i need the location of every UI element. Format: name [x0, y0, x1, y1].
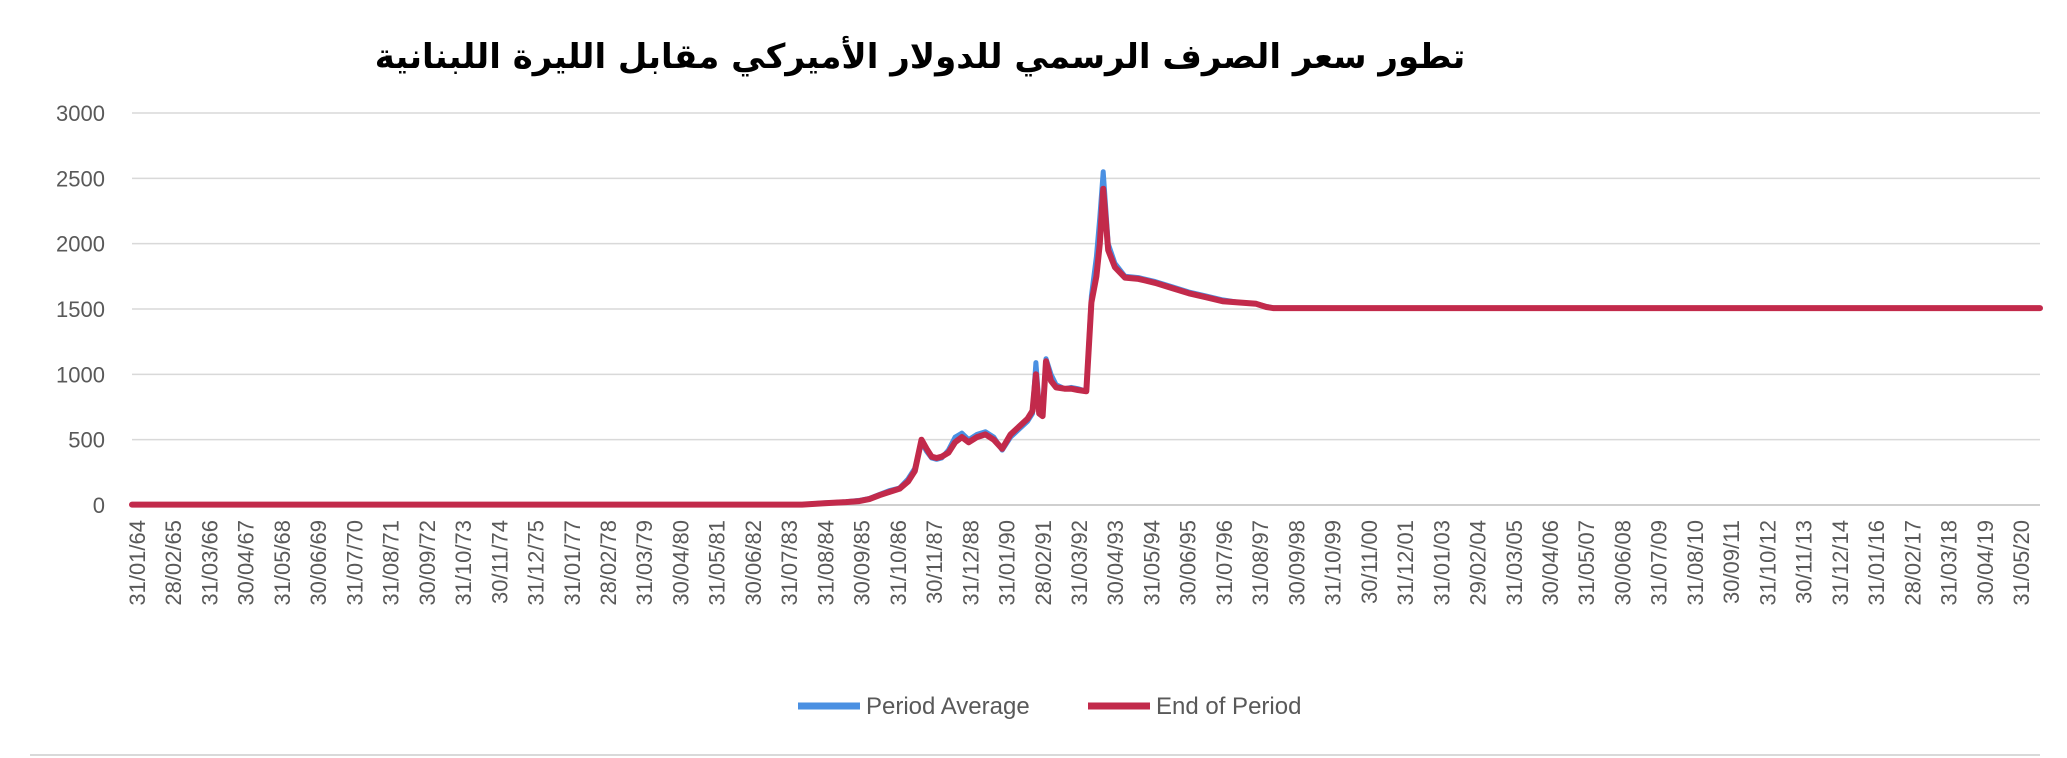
x-tick-label: 30/11/13	[1792, 520, 1817, 604]
x-tick-label: 31/10/12	[1755, 520, 1780, 606]
series-line-end-of-period	[129, 185, 2043, 508]
series-line-period-average	[129, 169, 2043, 508]
chart-title: تطور سعر الصرف الرسمي للدولار الأميركي م…	[375, 35, 1465, 77]
x-tick-label: 31/10/86	[886, 520, 911, 606]
legend-label-end-of-period: End of Period	[1156, 693, 1301, 720]
x-tick-label: 31/07/09	[1647, 520, 1672, 606]
x-tick-label: 30/11/00	[1357, 520, 1382, 604]
x-tick-label: 31/05/68	[270, 520, 295, 606]
x-tick-label: 28/02/17	[1900, 520, 1925, 606]
x-tick-label: 30/06/08	[1610, 520, 1635, 606]
x-tick-label: 30/11/74	[487, 520, 512, 604]
y-tick-label: 2000	[56, 232, 105, 257]
x-tick-label: 31/01/03	[1429, 520, 1454, 606]
y-tick-label: 3000	[56, 101, 105, 126]
x-tick-label: 31/03/66	[197, 520, 222, 606]
x-tick-label: 31/03/92	[1067, 520, 1092, 606]
series-lines	[129, 169, 2043, 508]
x-axis-ticks: 31/01/64 28/02/65 31/03/66 30/04/67 31/05/68…	[125, 520, 2034, 606]
x-tick-label: 28/02/65	[161, 520, 186, 606]
x-tick-label: 30/04/80	[668, 520, 693, 606]
x-tick-label: 31/10/99	[1321, 520, 1346, 606]
x-tick-label: 31/07/83	[777, 520, 802, 606]
x-tick-label: 30/09/11	[1719, 520, 1744, 604]
x-tick-label: 31/01/77	[560, 520, 585, 606]
x-tick-label: 31/12/01	[1393, 520, 1418, 606]
gridlines	[132, 112, 2040, 441]
legend-item-period-average: Period Average	[798, 693, 1030, 720]
x-tick-label: 31/08/84	[813, 520, 838, 606]
x-tick-label: 28/02/78	[596, 520, 621, 606]
x-tick-label: 31/01/90	[995, 520, 1020, 606]
x-tick-label: 30/06/69	[306, 520, 331, 606]
y-tick-label: 2500	[56, 166, 105, 191]
x-tick-label: 31/12/75	[524, 520, 549, 606]
x-tick-label: 30/04/06	[1538, 520, 1563, 606]
x-tick-label: 31/08/97	[1248, 520, 1273, 606]
x-tick-label: 30/09/85	[850, 520, 875, 606]
legend-label-period-average: Period Average	[866, 693, 1030, 720]
x-tick-label: 28/02/91	[1031, 520, 1056, 606]
x-tick-label: 30/04/67	[234, 520, 259, 606]
y-tick-label: 1000	[56, 362, 105, 387]
x-tick-label: 30/06/82	[741, 520, 766, 606]
x-tick-label: 31/07/96	[1212, 520, 1237, 606]
legend: Period Average End of Period	[798, 693, 1301, 720]
x-tick-label: 30/11/87	[922, 520, 947, 604]
x-tick-label: 30/09/98	[1284, 520, 1309, 606]
legend-item-end-of-period: End of Period	[1088, 693, 1301, 720]
x-tick-label: 31/03/18	[1937, 520, 1962, 606]
x-tick-label: 31/01/16	[1864, 520, 1889, 606]
x-tick-label: 31/01/64	[125, 520, 150, 606]
x-tick-label: 31/12/88	[958, 520, 983, 606]
x-tick-label: 31/05/07	[1574, 520, 1599, 606]
y-tick-label: 0	[93, 493, 105, 518]
y-tick-label: 500	[68, 428, 105, 453]
x-tick-label: 29/02/04	[1466, 520, 1491, 606]
x-tick-label: 30/06/95	[1176, 520, 1201, 606]
y-axis-ticks: 0 500 1000 1500 2000 2500 3000	[56, 101, 105, 518]
x-tick-label: 31/10/73	[451, 520, 476, 606]
x-tick-label: 31/05/81	[705, 520, 730, 606]
x-tick-label: 31/08/71	[379, 520, 404, 606]
y-tick-label: 1500	[56, 297, 105, 322]
x-tick-label: 31/05/20	[2009, 520, 2034, 606]
x-tick-label: 31/07/70	[342, 520, 367, 606]
x-tick-label: 30/04/93	[1103, 520, 1128, 606]
x-tick-label: 30/04/19	[1973, 520, 1998, 606]
x-tick-label: 31/03/05	[1502, 520, 1527, 606]
x-tick-label: 31/05/94	[1139, 520, 1164, 606]
x-tick-label: 31/03/79	[632, 520, 657, 606]
x-tick-label: 30/09/72	[415, 520, 440, 606]
x-tick-label: 31/08/10	[1683, 520, 1708, 606]
x-tick-label: 31/12/14	[1828, 520, 1853, 606]
